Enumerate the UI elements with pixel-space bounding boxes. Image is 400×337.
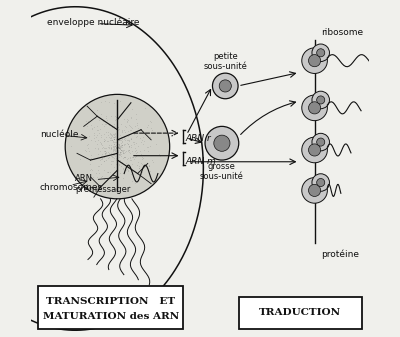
Circle shape [308, 144, 321, 156]
Circle shape [302, 137, 327, 163]
Text: chromosomes: chromosomes [40, 183, 103, 191]
Circle shape [312, 44, 330, 62]
FancyBboxPatch shape [38, 286, 183, 329]
Circle shape [317, 179, 325, 187]
Circle shape [317, 96, 325, 104]
Circle shape [312, 174, 330, 191]
Circle shape [205, 126, 239, 160]
Circle shape [302, 48, 327, 73]
Circle shape [317, 138, 325, 146]
Text: TRANSCRIPTION   ET: TRANSCRIPTION ET [46, 297, 175, 306]
Circle shape [308, 102, 321, 114]
Circle shape [212, 73, 238, 99]
Circle shape [312, 91, 330, 109]
Circle shape [302, 95, 327, 121]
Text: ARN m: ARN m [186, 157, 216, 165]
Text: petite
sous-unité: petite sous-unité [203, 52, 247, 71]
Text: TRADUCTION: TRADUCTION [259, 308, 342, 317]
Text: MATURATION des ARN: MATURATION des ARN [42, 312, 179, 321]
Circle shape [312, 133, 330, 151]
FancyBboxPatch shape [239, 297, 362, 329]
Circle shape [219, 80, 231, 92]
Text: grosse
sous-unité: grosse sous-unité [200, 162, 244, 181]
Circle shape [317, 49, 325, 57]
Circle shape [214, 135, 230, 151]
Circle shape [308, 184, 321, 196]
Text: ARN r: ARN r [186, 134, 212, 143]
Text: ARN
prémessager: ARN prémessager [75, 174, 131, 194]
Text: nucléole: nucléole [40, 130, 78, 139]
Circle shape [308, 55, 321, 67]
Circle shape [302, 178, 327, 203]
Circle shape [65, 94, 170, 199]
Text: enveloppe nucléaire: enveloppe nucléaire [47, 17, 139, 27]
Text: protéine: protéine [321, 249, 359, 259]
Text: ribosome: ribosome [321, 28, 364, 37]
